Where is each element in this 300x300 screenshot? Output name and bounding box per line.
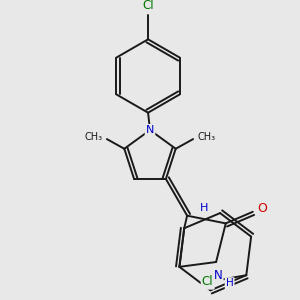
- Text: Cl: Cl: [142, 0, 154, 12]
- Text: H: H: [226, 278, 233, 288]
- Text: CH₃: CH₃: [84, 132, 103, 142]
- Text: N: N: [146, 125, 154, 135]
- Text: CH₃: CH₃: [197, 132, 216, 142]
- Text: N: N: [214, 269, 222, 282]
- Text: O: O: [257, 202, 267, 215]
- Text: H: H: [200, 203, 209, 213]
- Text: Cl: Cl: [202, 275, 214, 289]
